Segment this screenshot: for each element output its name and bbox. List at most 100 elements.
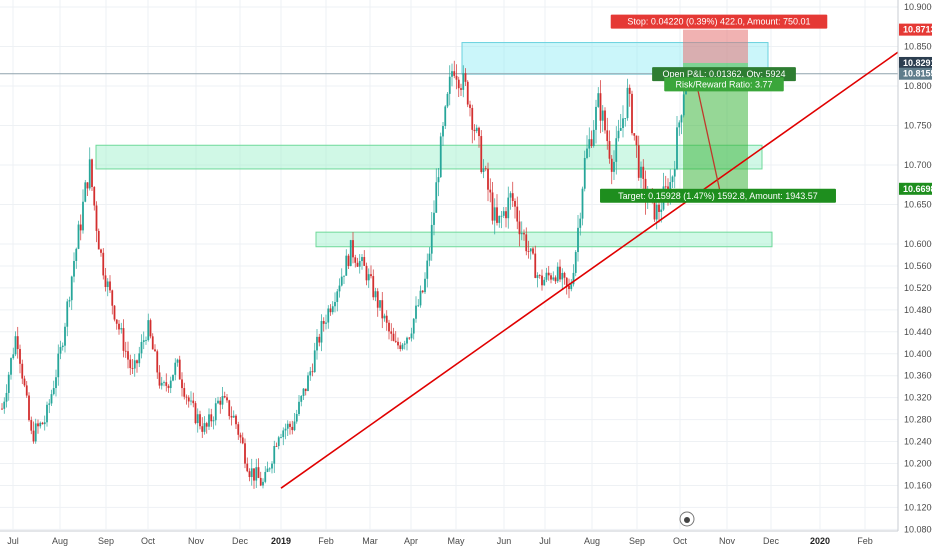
candle-body [102,252,105,276]
candle-body [491,192,494,221]
candle-body [52,388,55,395]
candle-body [21,363,24,379]
candle-body [291,426,294,431]
candle-body [268,468,271,470]
candle-body [433,212,435,225]
candle-body [451,71,453,77]
candle-body [631,93,633,134]
candle-body [361,257,363,262]
y-tick-label: 10.70000 [904,160,932,170]
candle-body [527,251,530,252]
candle-body [264,471,267,482]
candle-body [239,434,242,438]
ratio-label-bg [664,77,784,92]
candle-body [376,291,379,308]
candle-body [129,359,132,369]
x-tick-label: Nov [719,536,736,546]
candle-body [235,415,237,425]
candle-body [145,340,147,341]
candle-body [401,344,404,349]
candles-layer [1,60,687,489]
candle-body [221,396,224,405]
candle-body [498,215,501,223]
candle-body [147,320,150,341]
candle-body [100,249,102,253]
x-tick-label: Apr [404,536,418,546]
candle-body [320,321,323,343]
candle-body [676,127,678,170]
candle-body [671,176,674,183]
zones-layer [0,29,898,248]
x-tick-label: 2019 [271,536,291,546]
candle-body [257,467,260,478]
candle-body [626,87,629,119]
candle-body [347,255,350,267]
candle-body [57,353,60,378]
candle-body [176,359,179,363]
y-tick-label: 10.48000 [904,305,932,315]
candle-body [653,192,656,220]
price-tags: 10.87136 10.8291610.81554 10.66988 [899,23,932,195]
candle-body [30,420,33,431]
candle-body [230,416,233,418]
candle-body [547,272,550,276]
candle-body [541,275,543,286]
candle-body [309,371,312,376]
x-axis: Jul Aug Sep Oct Nov Dec 2019 Feb Mar Apr May Jun Jul… [0,530,898,546]
x-tick-label: Sep [98,536,114,546]
candle-body [77,224,80,249]
candle-body [304,388,307,391]
candle-body [50,394,53,404]
x-tick-label: Oct [673,536,688,546]
candle-body [563,272,566,278]
y-tick-label: 10.60000 [904,239,932,249]
candle-body [635,135,638,146]
candle-body [507,197,510,219]
candle-body [196,414,199,424]
candle-body [61,345,64,348]
candle-body [158,372,161,386]
y-tick-label: 10.90000 [904,2,932,12]
y-tick-label: 10.80000 [904,81,932,91]
y-tick-label: 10.85000 [904,42,932,52]
target-label-bg [600,188,836,203]
candle-body [392,333,395,341]
candle-body [340,276,343,286]
candle-body [1,408,3,410]
candle-body [327,308,330,323]
candle-body [25,385,28,396]
candle-body [682,94,685,116]
candle-body [289,423,291,427]
candle-body [442,126,444,137]
x-tick-label: May [447,536,465,546]
candle-body [590,139,593,147]
candle-body [316,336,318,351]
candle-body [487,168,489,190]
price-tag-bg [899,67,932,80]
candle-body [464,73,467,82]
candle-body [223,396,226,398]
candle-body [140,341,143,354]
candle-body [266,468,269,472]
candle-body [372,276,375,298]
candle-body [655,204,658,220]
candle-body [606,130,609,142]
candle-body [111,290,114,306]
candle-body [511,193,514,201]
candle-body [86,182,89,189]
y-axis: 11.0500011.0000010.9500010.9000010.85000… [897,0,932,534]
candle-body [109,281,111,291]
candle-body [529,248,532,252]
candle-body [217,400,219,404]
candle-body [201,426,204,432]
candle-body [478,127,480,137]
candle-body [534,253,537,278]
candle-body [457,79,460,89]
candle-body [419,290,422,306]
candle-body [34,423,37,442]
candle-body [613,161,615,172]
candle-body [199,414,201,427]
candle-body [489,189,492,193]
candle-body [259,477,262,486]
